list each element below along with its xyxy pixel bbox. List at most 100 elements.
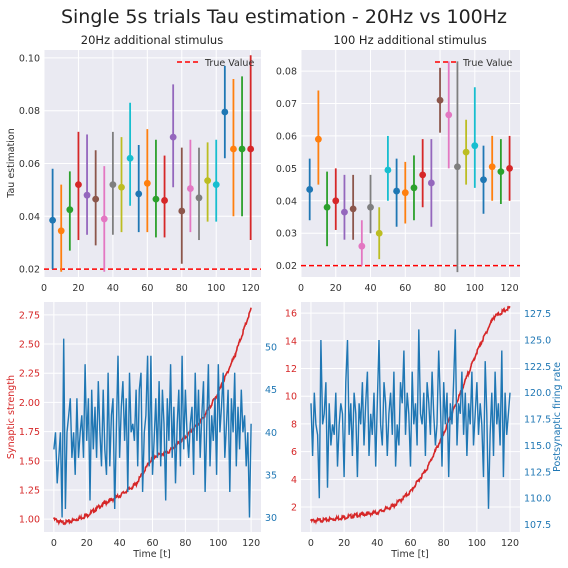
data-point bbox=[314, 135, 322, 143]
y-tick-label-left: 1.25 bbox=[19, 485, 40, 496]
data-point bbox=[83, 191, 91, 199]
y-tick-label: 0.02 bbox=[19, 265, 40, 276]
panel-synaptic-20hz-marks bbox=[53, 307, 252, 526]
x-tick-label: 0 bbox=[308, 538, 314, 549]
panel-100hz: 0 20 40 60 80 100 120 0.02 0.03 0.04 0.05 0.06 0.07 0… bbox=[276, 33, 520, 294]
panel-100hz-background bbox=[301, 50, 520, 277]
data-point bbox=[186, 185, 194, 192]
data-point bbox=[178, 207, 186, 215]
panel-synaptic-20hz-ticks: 0 20 40 60 80 100 120 1.00 1.25 1.50 1.75 2.00 2.25 2… bbox=[19, 310, 277, 549]
data-point bbox=[375, 229, 383, 237]
y-tick-label-right: 40 bbox=[265, 428, 277, 439]
data-point bbox=[462, 148, 470, 156]
y-tick-label-right: 115.0 bbox=[524, 441, 551, 452]
x-tick-label: 60 bbox=[146, 538, 158, 549]
data-point bbox=[410, 184, 418, 192]
y-tick-label-left: 6 bbox=[291, 447, 297, 458]
panel-20hz-ticks: 0 20 40 60 80 100 120 0.02 0.04 0.06 0.08 0.10 bbox=[19, 53, 260, 294]
panel-synaptic-100hz-ticks: 0 20 40 60 80 100 120 2 4 6 8 10 12 14 16 107.5 110.0 112… bbox=[285, 309, 551, 549]
data-point bbox=[436, 96, 444, 104]
y-tick-label-left: 16 bbox=[285, 309, 297, 320]
panel-synaptic-20hz: 0 20 40 60 80 100 120 1.00 1.25 1.50 1.75 2.00 2.25 2… bbox=[6, 302, 277, 560]
data-point bbox=[66, 206, 74, 214]
panel-20hz-ylabel: Tau estimation bbox=[6, 128, 17, 199]
x-tick-label: 20 bbox=[81, 538, 93, 549]
data-point bbox=[195, 194, 203, 202]
data-point bbox=[367, 203, 374, 211]
y-tick-label: 0.08 bbox=[19, 106, 40, 117]
data-point bbox=[230, 145, 237, 153]
y-tick-label-right: 30 bbox=[265, 513, 277, 524]
x-tick-label: 120 bbox=[501, 538, 519, 549]
y-tick-label-left: 10 bbox=[285, 392, 297, 403]
x-tick-label: 40 bbox=[114, 538, 126, 549]
x-tick-label: 40 bbox=[371, 538, 383, 549]
data-point bbox=[480, 176, 487, 184]
data-point bbox=[349, 205, 357, 213]
y-tick-label: 0.06 bbox=[19, 159, 40, 170]
data-point bbox=[143, 179, 151, 187]
x-tick-label: 80 bbox=[438, 538, 450, 549]
data-point bbox=[419, 171, 427, 179]
data-point bbox=[506, 164, 513, 172]
data-point bbox=[221, 108, 229, 116]
panel-100hz-legend: True Value bbox=[435, 58, 512, 69]
y-tick-label-left: 12 bbox=[285, 364, 297, 375]
y-tick-label: 0.08 bbox=[276, 67, 297, 78]
data-point bbox=[384, 166, 392, 174]
y-tick-label-left: 2.75 bbox=[19, 310, 40, 321]
data-point bbox=[238, 145, 246, 153]
y-tick-label-right: 110.0 bbox=[524, 494, 551, 505]
y-tick-label-left: 1.50 bbox=[19, 456, 40, 467]
data-point bbox=[454, 163, 461, 171]
x-tick-label: 80 bbox=[176, 283, 188, 294]
x-tick-label: 60 bbox=[399, 283, 411, 294]
panel-100hz-ticks: 0 20 40 60 80 100 120 0.02 0.03 0.04 0.05 0.06 0.07 0… bbox=[276, 67, 519, 294]
data-point bbox=[341, 208, 348, 216]
y-tick-label: 0.10 bbox=[19, 53, 40, 64]
data-point bbox=[92, 195, 100, 203]
panel-synaptic-20hz-xlabel: Time [t] bbox=[132, 549, 170, 560]
y-tick-label-left: 2 bbox=[291, 503, 297, 514]
y-tick-label-right: 50 bbox=[265, 343, 277, 354]
panel-20hz-legend: True Value bbox=[177, 58, 254, 69]
y-tick-label-left: 2.50 bbox=[19, 340, 40, 351]
x-tick-label: 0 bbox=[298, 283, 304, 294]
y-tick-label-right: 45 bbox=[265, 385, 277, 396]
data-point bbox=[488, 163, 496, 171]
panel-synaptic-100hz-ylabel-right: Postsynaptic firing rate bbox=[552, 362, 563, 472]
synaptic-strength-line bbox=[310, 305, 511, 525]
y-tick-label: 0.07 bbox=[276, 99, 297, 110]
y-tick-label: 0.04 bbox=[276, 196, 297, 207]
x-tick-label: 100 bbox=[466, 283, 484, 294]
data-point bbox=[332, 197, 340, 205]
y-tick-label-left: 2.25 bbox=[19, 369, 40, 380]
x-tick-label: 100 bbox=[207, 283, 225, 294]
data-point bbox=[49, 216, 57, 224]
data-point bbox=[306, 186, 314, 193]
x-tick-label: 120 bbox=[242, 283, 260, 294]
data-point bbox=[204, 177, 212, 185]
x-tick-label: 120 bbox=[242, 538, 260, 549]
data-point bbox=[427, 179, 435, 187]
data-point bbox=[109, 181, 117, 189]
x-tick-label: 40 bbox=[364, 283, 376, 294]
data-point bbox=[126, 154, 134, 162]
y-tick-label-left: 4 bbox=[291, 475, 297, 486]
y-tick-label-right: 122.5 bbox=[524, 362, 551, 373]
y-tick-label-right: 107.5 bbox=[524, 520, 551, 531]
y-tick-label: 0.03 bbox=[276, 229, 297, 240]
x-tick-label: 60 bbox=[404, 538, 416, 549]
y-tick-label-right: 127.5 bbox=[524, 309, 551, 320]
data-point bbox=[247, 145, 255, 153]
y-tick-label: 0.04 bbox=[19, 212, 40, 223]
figure-suptitle: Single 5s trials Tau estimation - 20Hz v… bbox=[61, 6, 507, 28]
y-tick-label-left: 14 bbox=[285, 336, 297, 347]
legend-label-true-value: True Value bbox=[462, 58, 512, 69]
panel-100hz-title: 100 Hz additional stimulus bbox=[333, 33, 486, 47]
data-point bbox=[212, 181, 220, 189]
y-tick-label-right: 117.5 bbox=[524, 415, 551, 426]
panel-synaptic-100hz-xlabel: Time [t] bbox=[390, 549, 428, 560]
y-tick-label-left: 1.00 bbox=[19, 515, 40, 526]
